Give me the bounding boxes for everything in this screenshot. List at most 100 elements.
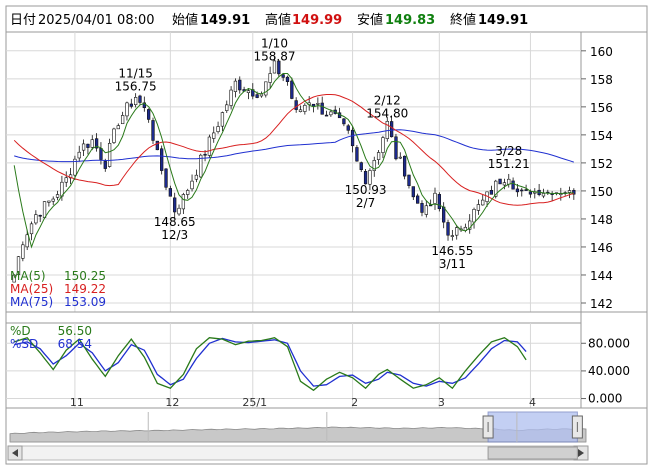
legend-ma5-name: MA(5) [10,269,46,283]
candle-body [194,174,199,180]
candle-body [125,102,129,117]
candle-body [138,95,142,103]
close-label: 終値 [450,12,476,28]
candle-body [329,111,333,116]
candle-body [472,209,476,223]
candle-body [277,60,281,75]
candle-body [225,104,229,111]
candle-body [229,89,233,106]
annotation-high-date: 2/12 [374,94,401,108]
candle-body [285,76,290,82]
price-tick-label: 152 [590,157,613,171]
price-tick-label: 144 [590,269,613,283]
chevron-left-icon [12,449,18,457]
candle-body [346,125,350,131]
candle-body [164,168,168,188]
candle-body [268,73,272,83]
annotation-high-date: 1/10 [261,37,288,51]
candle-body [129,103,133,107]
candle-body [450,235,454,237]
annotation-high-date: 3/28 [495,144,522,158]
candle-body [468,220,472,230]
ma75-line [14,129,574,163]
stoch-legend: %D 56.50 %SD 68.54 [10,324,92,351]
legend-ma75-value: 153.09 [64,295,106,309]
candle-body [112,128,116,143]
stoch-x-tick-label: 2 [351,396,358,409]
candle-body [142,102,146,109]
candle-body [433,192,437,204]
candle-body [203,153,207,156]
candle-body [25,234,29,248]
stoch-x-tick-label: 11 [70,396,84,409]
candle-body [199,154,203,178]
candle-body [541,193,546,197]
legend-ma5-value: 150.25 [64,269,106,283]
annotation-low-price: 150.93 [345,183,387,197]
candle-body [173,197,177,213]
candle-body [385,121,389,139]
price-tick-label: 160 [590,45,613,59]
candle-body [186,190,190,195]
range-navigator[interactable]: 232425 [5,407,648,465]
legend-sd-value: 68.54 [58,337,92,351]
candle-body [77,151,81,159]
legend-ma25-name: MA(25) [10,282,53,296]
candle-body [120,115,125,125]
candle-body [21,244,25,259]
stoch-x-tick-label: 4 [529,396,536,409]
stochastic-panel: 80.000 40.000 0.000 11 12 25/1 2 3 4 %D 56.50 %… [5,311,648,409]
candle-body [368,170,372,185]
candle-body [567,190,572,193]
candle-body [190,180,194,190]
navigator-window[interactable] [487,411,578,443]
candle-body [389,121,394,138]
candle-body [207,136,212,156]
candle-body [437,194,441,210]
annotation-high-price: 151.21 [488,157,530,171]
candle-body [38,214,42,217]
annotation-high-price: 158.87 [253,50,295,64]
candle-body [64,177,68,183]
scrollbar-thumb[interactable] [487,446,578,460]
candle-body [168,188,172,197]
candle-body [94,138,99,149]
stoch-tick-label: 80.000 [588,336,630,350]
ohlc-header: 日付 2025/04/01 08:00 始値 149.91 高値 149.99 … [5,5,648,33]
candle-body [86,143,90,148]
candle-body [103,161,107,169]
stoch-x-tick-label: 3 [438,396,445,409]
annotation-low-date: 12/3 [161,228,188,242]
price-legend: MA(5) 150.25 MA(25) 149.22 MA(75) 153.09 [10,269,106,309]
annotation-high-price: 154.80 [366,107,408,121]
candle-body [264,81,268,96]
candle-body [381,137,385,153]
annotation-low-price: 148.65 [154,215,196,229]
candle-body [181,194,186,210]
candle-body [494,180,498,197]
candle-body [398,156,402,159]
candle-body [99,148,103,160]
low-label: 安値 [357,12,383,28]
candle-body [55,194,60,198]
candle-body [147,109,151,120]
high-value: 149.99 [292,13,342,28]
candle-body [572,189,576,195]
ma25-line [13,94,574,206]
candle-body [455,227,459,236]
price-tick-label: 158 [590,73,613,87]
price-tick-label: 146 [590,241,613,255]
candle-body [16,256,21,275]
stoch-x-tick-label: 25/1 [242,396,267,409]
candle-body [320,102,324,115]
annotation-low-date: 2/7 [356,196,375,210]
candle-body [238,79,242,91]
candle-body [416,195,420,204]
candle-body [134,97,138,105]
candle-body [520,189,524,192]
candle-body [160,148,164,171]
candle-body [481,199,485,206]
open-label: 始値 [172,12,198,28]
candle-body [290,80,294,99]
